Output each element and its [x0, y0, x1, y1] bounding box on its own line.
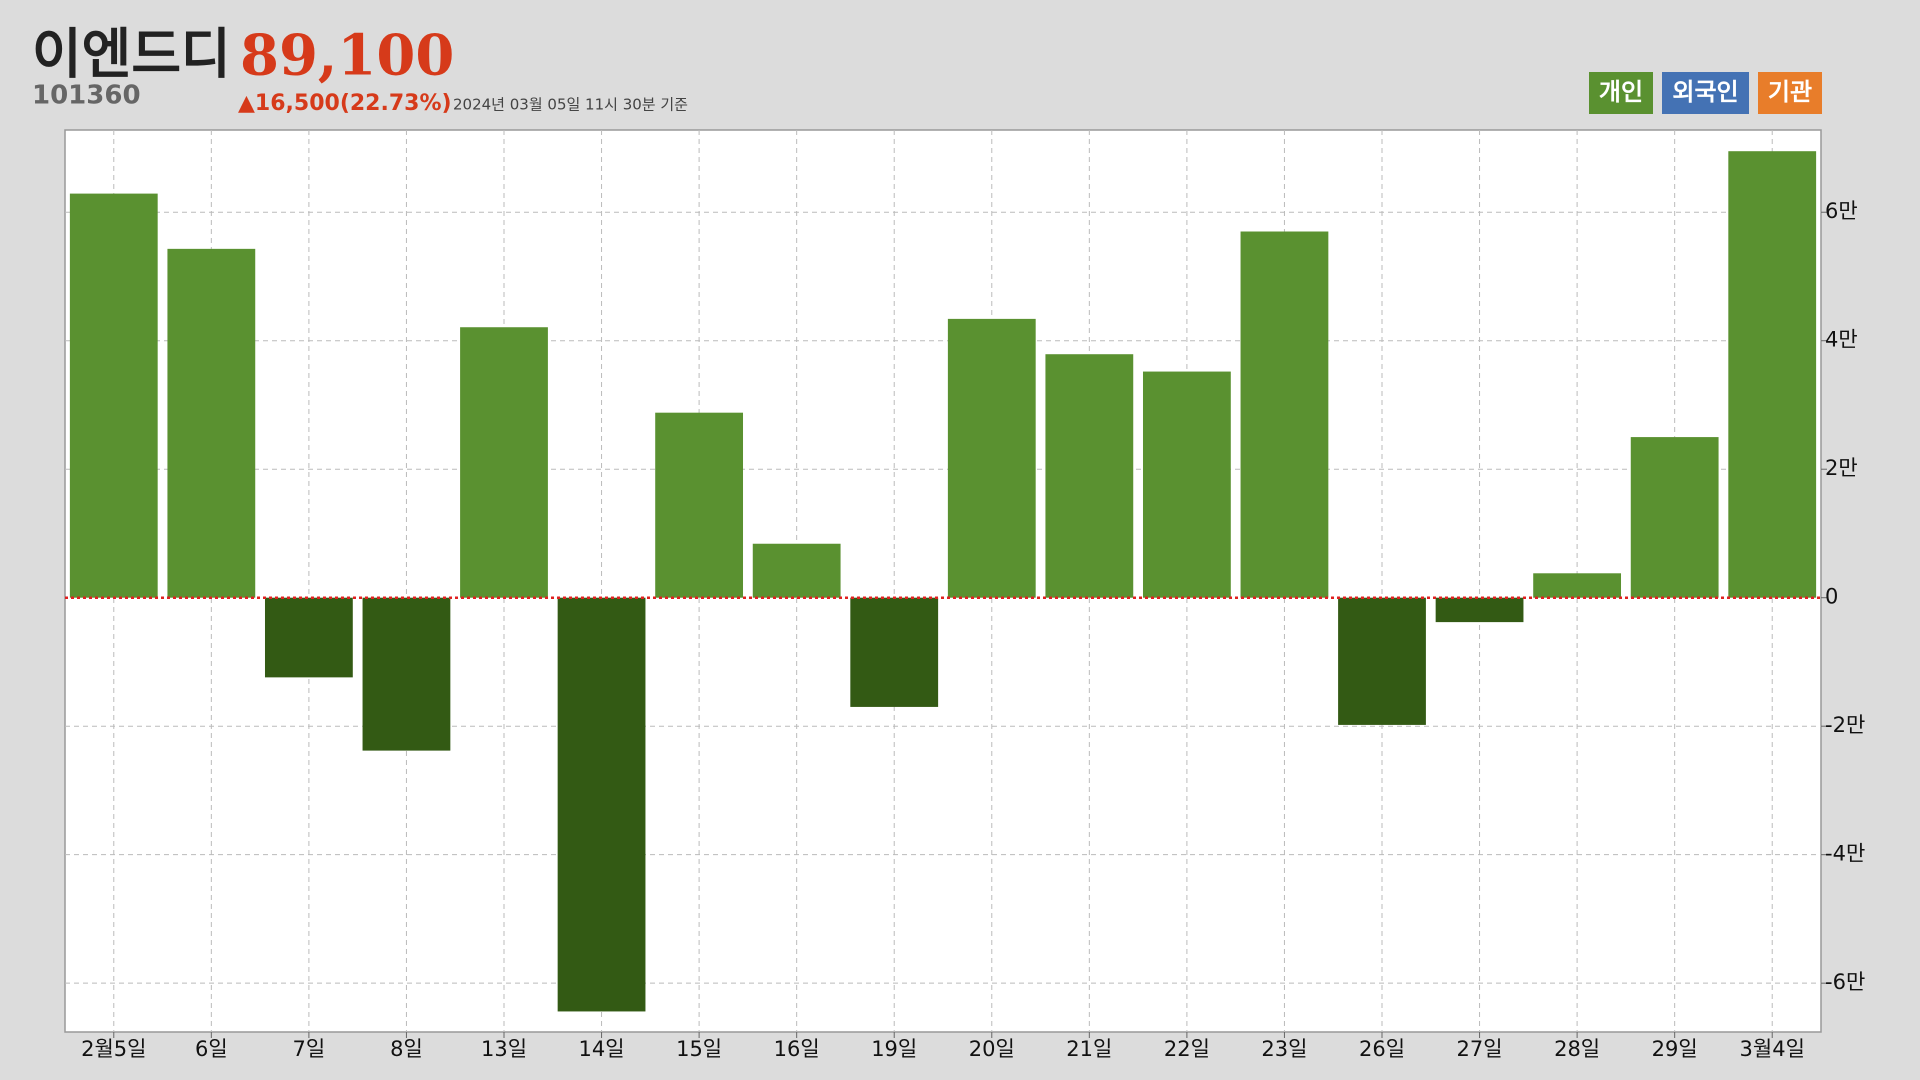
- bar: [1045, 354, 1134, 598]
- legend-button[interactable]: [1589, 72, 1653, 114]
- x-tick-label: 29일: [1652, 1037, 1698, 1061]
- bar: [1338, 597, 1426, 725]
- bar: [1435, 597, 1524, 623]
- bar: [850, 597, 939, 707]
- y-tick-label: -4만: [1825, 842, 1865, 866]
- price-change: ▲16,500(22.73%): [238, 91, 452, 116]
- x-tick-label: 21일: [1066, 1037, 1112, 1061]
- plot-area: [64, 129, 1822, 1033]
- legend-label[interactable]: 기관: [1768, 78, 1812, 106]
- x-tick-label: 20일: [969, 1037, 1015, 1061]
- x-tick-label: 22일: [1164, 1037, 1210, 1061]
- bar: [1728, 151, 1817, 598]
- x-tick-label: 26일: [1359, 1037, 1405, 1061]
- legend-label[interactable]: 외국인: [1672, 78, 1738, 106]
- bar: [264, 597, 353, 678]
- y-tick-label: -6만: [1825, 970, 1865, 994]
- bar: [167, 248, 256, 598]
- bar: [752, 543, 841, 598]
- x-tick-label: 23일: [1261, 1037, 1307, 1061]
- bar: [1533, 573, 1622, 598]
- x-tick-label: 8일: [390, 1037, 423, 1061]
- bar: [69, 193, 158, 598]
- legend-button[interactable]: [1662, 72, 1749, 114]
- legend-label[interactable]: 개인: [1599, 78, 1643, 106]
- stock-price: 89,100: [240, 23, 454, 89]
- x-tick-label: 28일: [1554, 1037, 1600, 1061]
- x-tick-label: 27일: [1457, 1037, 1503, 1061]
- stock-name: 이엔드디: [32, 23, 231, 86]
- y-tick-label: 0: [1825, 585, 1838, 609]
- x-tick-label: 2월5일: [81, 1037, 146, 1061]
- x-tick-label: 7일: [293, 1037, 326, 1061]
- bar: [947, 318, 1036, 598]
- bar: [1240, 231, 1329, 598]
- bar: [460, 327, 548, 598]
- bar: [362, 597, 451, 751]
- timestamp: 2024년 03월 05일 11시 30분 기준: [453, 96, 688, 114]
- stock-code: 101360: [32, 81, 141, 111]
- x-tick-label: 13일: [481, 1037, 527, 1061]
- x-tick-label: 15일: [676, 1037, 722, 1061]
- x-tick-label: 3월4일: [1740, 1037, 1805, 1061]
- x-tick-label: 6일: [195, 1037, 228, 1061]
- bar: [1142, 371, 1231, 598]
- x-tick-label: 16일: [774, 1037, 820, 1061]
- y-tick-label: -2만: [1825, 713, 1865, 737]
- bar: [1630, 437, 1719, 598]
- y-tick-label: 6만: [1825, 199, 1858, 223]
- bar: [655, 412, 744, 598]
- y-tick-label: 2만: [1825, 456, 1858, 480]
- y-tick-label: 4만: [1825, 328, 1858, 352]
- bar: [557, 597, 646, 1012]
- x-tick-label: 19일: [871, 1037, 917, 1061]
- x-tick-label: 14일: [579, 1037, 625, 1061]
- legend-button[interactable]: [1758, 72, 1822, 114]
